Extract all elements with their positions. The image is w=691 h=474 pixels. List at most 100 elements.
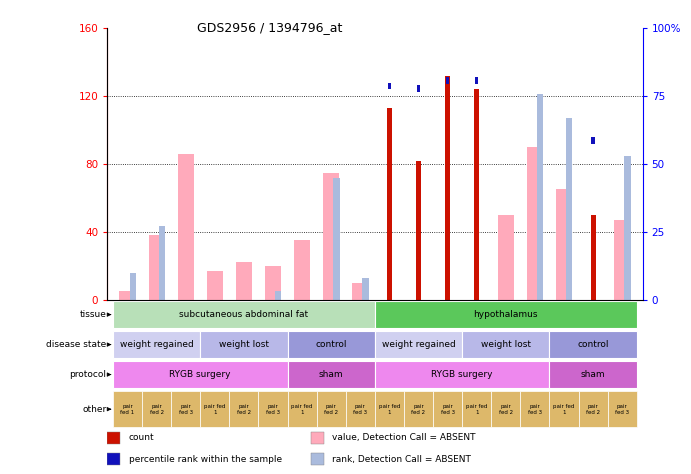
Text: pair
fed 2: pair fed 2 xyxy=(411,404,426,415)
Bar xyxy=(107,453,120,465)
Text: pair
fed 2: pair fed 2 xyxy=(149,404,164,415)
Bar xyxy=(149,235,164,300)
Bar xyxy=(491,391,520,427)
Text: pair
fed 2: pair fed 2 xyxy=(499,404,513,415)
Bar xyxy=(113,361,287,388)
Text: RYGB surgery: RYGB surgery xyxy=(169,370,231,379)
Bar xyxy=(591,215,596,300)
Bar xyxy=(591,137,595,144)
Text: pair
fed 3: pair fed 3 xyxy=(353,404,368,415)
Bar xyxy=(129,273,136,300)
Bar xyxy=(171,391,200,427)
Text: weight lost: weight lost xyxy=(219,340,269,349)
Bar xyxy=(549,361,637,388)
Bar xyxy=(375,361,549,388)
Bar xyxy=(113,391,142,427)
Bar xyxy=(200,331,287,358)
Bar xyxy=(549,331,637,358)
Bar xyxy=(498,215,514,300)
Bar xyxy=(200,391,229,427)
Bar xyxy=(352,283,368,300)
Text: weight regained: weight regained xyxy=(120,340,193,349)
Bar xyxy=(387,108,392,300)
Text: pair
fed 2: pair fed 2 xyxy=(237,404,251,415)
Text: weight lost: weight lost xyxy=(481,340,531,349)
Bar xyxy=(113,301,375,328)
Bar xyxy=(178,154,193,300)
Bar xyxy=(388,82,391,90)
Bar xyxy=(287,331,375,358)
Text: RYGB surgery: RYGB surgery xyxy=(431,370,493,379)
Text: pair fed
1: pair fed 1 xyxy=(204,404,225,415)
Text: percentile rank within the sample: percentile rank within the sample xyxy=(129,455,282,464)
Text: control: control xyxy=(316,340,347,349)
Bar xyxy=(323,173,339,300)
Bar xyxy=(294,240,310,300)
Bar xyxy=(120,291,135,300)
Text: pair
fed 2: pair fed 2 xyxy=(586,404,600,415)
Text: pair fed
1: pair fed 1 xyxy=(553,404,575,415)
Bar xyxy=(549,391,578,427)
Text: value, Detection Call = ABSENT: value, Detection Call = ABSENT xyxy=(332,433,475,442)
Bar xyxy=(537,93,543,300)
Bar xyxy=(556,190,572,300)
Text: pair fed
1: pair fed 1 xyxy=(379,404,400,415)
Text: protocol: protocol xyxy=(70,370,106,379)
Text: sham: sham xyxy=(319,370,343,379)
Text: pair
fed 3: pair fed 3 xyxy=(528,404,542,415)
Text: tissue: tissue xyxy=(79,310,106,319)
Bar xyxy=(159,227,165,300)
Bar xyxy=(462,331,549,358)
Text: subcutaneous abdominal fat: subcutaneous abdominal fat xyxy=(180,310,308,319)
Text: pair
fed 3: pair fed 3 xyxy=(179,404,193,415)
Bar xyxy=(107,432,120,444)
Text: pair fed
1: pair fed 1 xyxy=(292,404,313,415)
Bar xyxy=(446,77,449,84)
Text: pair
fed 1: pair fed 1 xyxy=(120,404,135,415)
Bar xyxy=(417,85,420,92)
Bar xyxy=(607,391,637,427)
Bar xyxy=(310,432,324,444)
Bar xyxy=(287,361,375,388)
Bar xyxy=(375,391,404,427)
Bar xyxy=(265,266,281,300)
Text: pair
fed 2: pair fed 2 xyxy=(324,404,339,415)
Bar xyxy=(416,161,421,300)
Text: weight regained: weight regained xyxy=(381,340,455,349)
Text: disease state: disease state xyxy=(46,340,106,349)
Bar xyxy=(362,278,369,300)
Bar xyxy=(207,271,223,300)
Text: sham: sham xyxy=(581,370,605,379)
Bar xyxy=(236,262,252,300)
Bar xyxy=(520,391,549,427)
Text: hypothalamus: hypothalamus xyxy=(473,310,538,319)
Bar xyxy=(258,391,287,427)
Bar xyxy=(433,391,462,427)
Text: other: other xyxy=(82,405,106,414)
Bar xyxy=(375,331,462,358)
Bar xyxy=(614,220,630,300)
Bar xyxy=(113,331,200,358)
Bar xyxy=(310,453,324,465)
Text: pair
fed 3: pair fed 3 xyxy=(615,404,630,415)
Bar xyxy=(527,147,543,300)
Bar xyxy=(624,156,631,300)
Bar xyxy=(474,90,480,300)
Bar xyxy=(142,391,171,427)
Bar xyxy=(275,292,281,300)
Text: count: count xyxy=(129,433,154,442)
Bar xyxy=(475,77,478,84)
Text: control: control xyxy=(578,340,609,349)
Bar xyxy=(346,391,375,427)
Bar xyxy=(445,76,451,300)
Bar xyxy=(229,391,258,427)
Bar xyxy=(375,301,637,328)
Text: pair
fed 3: pair fed 3 xyxy=(441,404,455,415)
Bar xyxy=(462,391,491,427)
Bar xyxy=(566,118,572,300)
Text: GDS2956 / 1394796_at: GDS2956 / 1394796_at xyxy=(197,21,342,34)
Text: rank, Detection Call = ABSENT: rank, Detection Call = ABSENT xyxy=(332,455,471,464)
Bar xyxy=(578,391,607,427)
Bar xyxy=(287,391,316,427)
Bar xyxy=(316,391,346,427)
